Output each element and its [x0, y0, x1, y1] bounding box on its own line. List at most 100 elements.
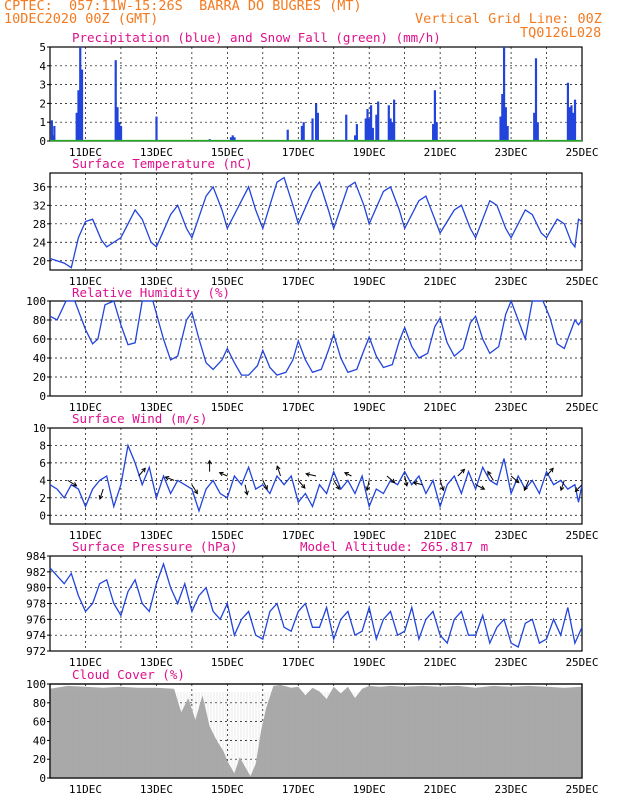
wind-arrow-head [390, 478, 396, 484]
wind-title: Surface Wind (m/s) [72, 411, 207, 426]
precip-bar [302, 122, 305, 141]
cloud-panel [47, 683, 583, 779]
pres-xtick-label: 25DEC [565, 656, 598, 669]
precip-ytick-label: 0 [39, 135, 46, 148]
rh-line [49, 299, 583, 376]
wind-ytick-label: 2 [39, 492, 46, 505]
wind-arrow [404, 475, 408, 487]
cloud-ytick-label: 0 [39, 772, 46, 785]
pres-xtick-label: 21DEC [424, 656, 457, 669]
wind-arrow-head [343, 472, 349, 477]
temp-xtick-label: 23DEC [495, 275, 528, 288]
precip-bar [315, 103, 318, 141]
wind-arrow-head [574, 487, 580, 493]
wind-arrow-head [72, 482, 78, 487]
temp-xtick-label: 25DEC [565, 275, 598, 288]
precip-bar [345, 114, 348, 141]
rh-ytick-label: 60 [33, 333, 46, 346]
precip-bar [534, 58, 538, 141]
precip-bar [311, 118, 314, 141]
precip-bar [570, 105, 573, 141]
wind-arrow [413, 482, 423, 486]
wind-ytick-label: 4 [39, 474, 46, 487]
cloud-xtick-label: 17DEC [282, 783, 315, 796]
wind-arrow-head [403, 481, 409, 487]
precip-bar [79, 47, 82, 141]
cloud-title: Cloud Cover (%) [72, 667, 185, 682]
wind-arrow [244, 484, 248, 495]
wind-arrow-head [365, 486, 371, 492]
cloud-ytick-label: 60 [33, 716, 46, 729]
pres-xtick-label: 17DEC [282, 656, 315, 669]
precip-bar [391, 122, 394, 141]
cloud-xtick-label: 19DEC [353, 783, 386, 796]
precip-bar [568, 107, 571, 141]
precip-bar [51, 135, 55, 141]
rh-xtick-label: 23DEC [495, 401, 528, 414]
precip-bar [316, 112, 319, 141]
precip-bar [80, 69, 84, 141]
precip-bar [387, 105, 390, 141]
rh-ytick-label: 80 [33, 314, 46, 327]
precip-xtick-label: 11DEC [69, 146, 102, 159]
rh-ytick-label: 100 [26, 295, 46, 308]
cloud-xtick-label: 15DEC [211, 783, 244, 796]
pres-title: Surface Pressure (hPa) [72, 539, 238, 554]
precip-bar [389, 118, 392, 141]
wind-arrow [305, 473, 317, 477]
wind-arrow-head [523, 486, 528, 492]
rh-ytick-label: 0 [39, 390, 46, 403]
pres-ytick-label: 974 [26, 629, 46, 642]
header-grid-note: Vertical Grid Line: 00Z [415, 11, 602, 27]
temp-ytick-label: 20 [33, 255, 46, 268]
rh-xtick-label: 17DEC [282, 401, 315, 414]
pres-xtick-label: 13DEC [140, 656, 173, 669]
rh-xtick-label: 15DEC [211, 401, 244, 414]
temp-title: Surface Temperature (nC) [72, 156, 253, 171]
wind-ytick-label: 8 [39, 439, 46, 452]
pres-xtick-label: 23DEC [495, 656, 528, 669]
wind-xtick-label: 13DEC [140, 529, 173, 542]
cloud-ytick-label: 80 [33, 697, 46, 710]
pres-panel [47, 555, 583, 652]
wind-arrow [487, 471, 494, 481]
precip-bar [368, 118, 371, 141]
temp-line [49, 176, 583, 269]
precip-ytick-label: 3 [39, 79, 46, 92]
wind-xtick-label: 25DEC [565, 529, 598, 542]
precip-bar [573, 99, 577, 141]
wind-arrow [344, 472, 352, 477]
precip-bar [233, 137, 236, 141]
wind-arrow-head [300, 484, 306, 489]
precip-bar [506, 125, 509, 141]
precip-bar [533, 112, 536, 141]
precip-bar [432, 124, 435, 141]
header-station: CPTEC: 057:11W-15:26S BARRA DO BUGRES (M… [4, 0, 362, 14]
precip-xtick-label: 25DEC [565, 146, 598, 159]
pres-ytick-label: 972 [26, 645, 46, 658]
precip-xtick-label: 17DEC [282, 146, 315, 159]
precip-xtick-label: 21DEC [424, 146, 457, 159]
precip-bar [53, 125, 56, 141]
rh-xtick-label: 11DEC [69, 401, 102, 414]
cloud-ytick-label: 100 [26, 678, 46, 691]
wind-arrow [219, 472, 228, 477]
temp-xtick-label: 13DEC [140, 275, 173, 288]
wind-ytick-label: 10 [33, 422, 46, 435]
temp-frame [49, 172, 583, 271]
precip-bar [355, 124, 358, 141]
wind-arrow-head [164, 476, 170, 481]
wind-arrow [333, 480, 340, 490]
precip-bar [364, 118, 367, 141]
rh-xtick-label: 19DEC [353, 401, 386, 414]
wind-arrow [165, 476, 175, 481]
precip-bar [114, 60, 117, 141]
wind-xtick-label: 23DEC [495, 529, 528, 542]
wind-xtick-label: 21DEC [424, 529, 457, 542]
rh-xtick-label: 21DEC [424, 401, 457, 414]
precip-bar [435, 122, 438, 141]
temp-ytick-label: 36 [33, 181, 46, 194]
wind-panel [47, 427, 583, 525]
wind-arrow [575, 484, 583, 492]
